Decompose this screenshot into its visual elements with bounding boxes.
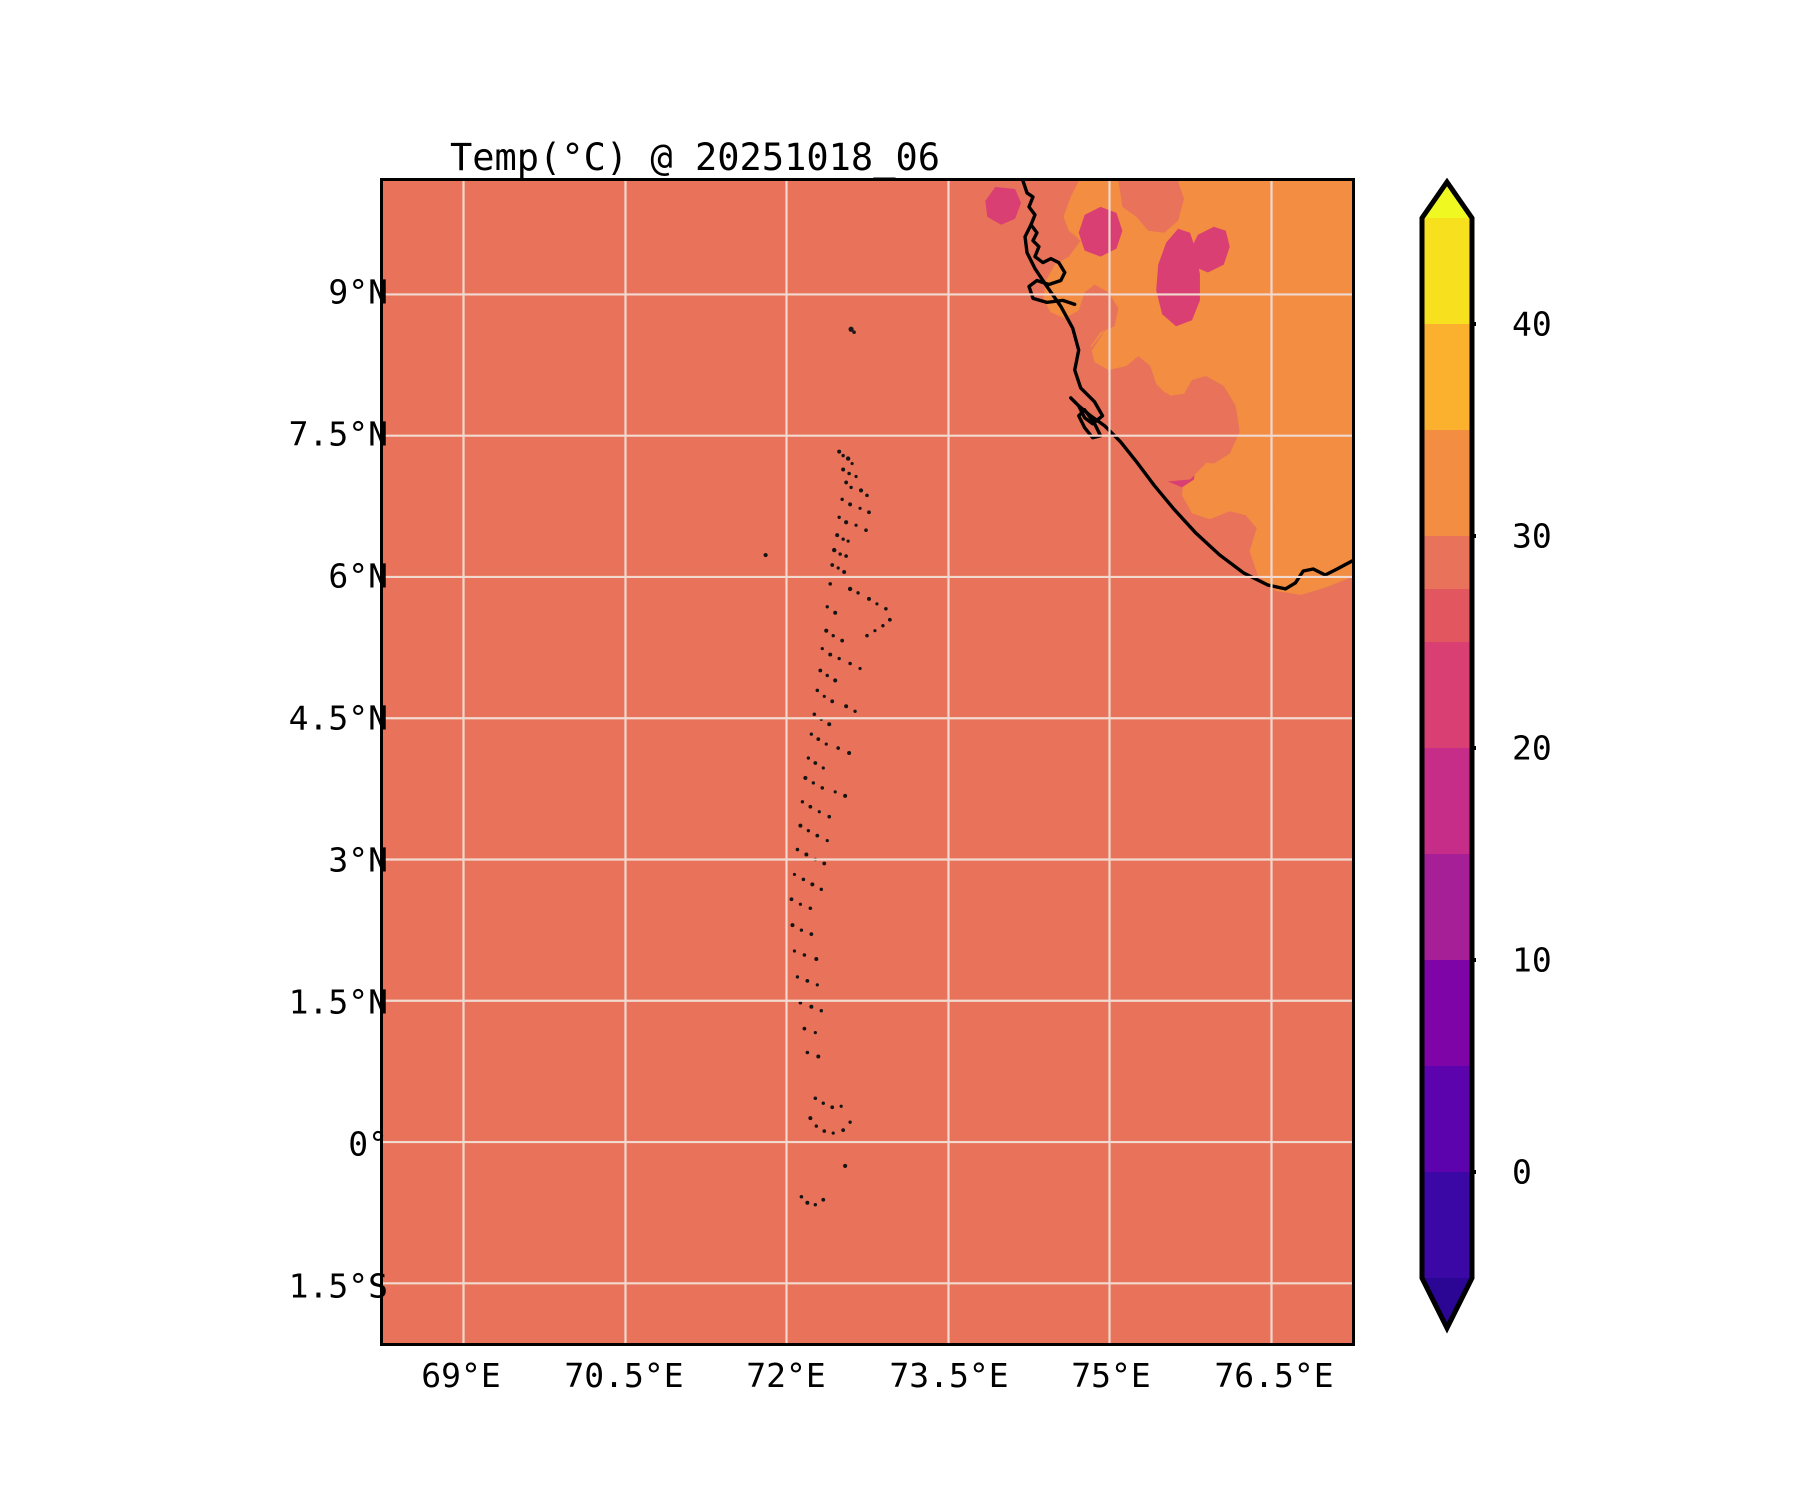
ytick-label-0: 0° — [348, 1124, 388, 1164]
colorbar-gradient — [1419, 178, 1476, 1334]
ytick-label-7p5n: 7.5°N — [288, 414, 388, 454]
coastline — [1021, 181, 1077, 307]
colorbar-over-arrow — [1422, 182, 1472, 218]
xtick-label-76p5e: 76.5°E — [1214, 1356, 1334, 1395]
colorbar-tick-label-10: 10 — [1512, 940, 1552, 980]
colorbar-band-0-5 — [1422, 1066, 1472, 1172]
ytick-label-1p5s: 1.5°S — [288, 1266, 388, 1306]
colorbar-tick-label-20: 20 — [1512, 728, 1552, 768]
colorbar-band-10-15 — [1422, 854, 1472, 960]
coastline — [1077, 408, 1103, 440]
colorbar-tick-label-0: 0 — [1512, 1152, 1532, 1192]
ocean-intrusion-band — [1084, 328, 1206, 482]
colorbar-band-minus5-0 — [1422, 1172, 1472, 1278]
highland-temperature-band — [1190, 226, 1230, 273]
colorbar[interactable] — [1418, 178, 1476, 1346]
land-temperature-band-lobe — [1249, 479, 1352, 595]
ytick-label-6n: 6°N — [328, 556, 388, 596]
land-temperature-band — [1042, 181, 1352, 575]
colorbar-band-20-25 — [1422, 642, 1472, 748]
colorbar-band-15-20 — [1422, 748, 1472, 854]
xtick-label-73p5e: 73.5°E — [889, 1356, 1009, 1395]
coastline — [1077, 404, 1352, 591]
colorbar-band-27p5-30 — [1422, 536, 1472, 589]
highland-temperature-band — [985, 186, 1022, 225]
xtick-label-75e: 75°E — [1071, 1356, 1151, 1395]
colorbar-band-30-35 — [1422, 430, 1472, 536]
map-plot-area[interactable] — [380, 178, 1355, 1346]
colorbar-tick-label-30: 30 — [1512, 516, 1552, 556]
ocean-intrusion-band — [1118, 181, 1185, 233]
map-gridlines — [383, 181, 1352, 1343]
colorbar-under-arrow — [1422, 1278, 1472, 1328]
highland-temperature-band — [1156, 228, 1200, 327]
ytick-label-3n: 3°N — [328, 840, 388, 880]
highland-temperature-band — [1078, 206, 1123, 257]
colorbar-band-5-10 — [1422, 960, 1472, 1066]
temperature-heatmap — [383, 181, 1352, 1343]
colorbar-outline — [1419, 178, 1475, 1334]
colorbar-band-25-27p5 — [1422, 589, 1472, 642]
colorbar-band-40-45 — [1422, 218, 1472, 324]
ytick-label-4p5n: 4.5°N — [288, 698, 388, 738]
ytick-label-1p5n: 1.5°N — [288, 982, 388, 1022]
colorbar-band-35-40 — [1422, 324, 1472, 430]
ytick-label-9n: 9°N — [328, 272, 388, 312]
coastline — [1023, 223, 1105, 426]
maldives-atolls — [763, 449, 892, 1207]
xtick-label-72e: 72°E — [746, 1356, 826, 1395]
colorbar-ticks — [1472, 322, 1476, 1174]
xtick-label-70p5e: 70.5°E — [564, 1356, 684, 1395]
colorbar-tick-label-40: 40 — [1512, 304, 1552, 344]
xtick-label-69e: 69°E — [421, 1356, 501, 1395]
title-line-valid-time: Temp(°C) @ 20251018_06 — [449, 136, 941, 180]
lakshadweep-islands — [848, 326, 856, 335]
ocean-intrusion-band — [1007, 181, 1081, 317]
